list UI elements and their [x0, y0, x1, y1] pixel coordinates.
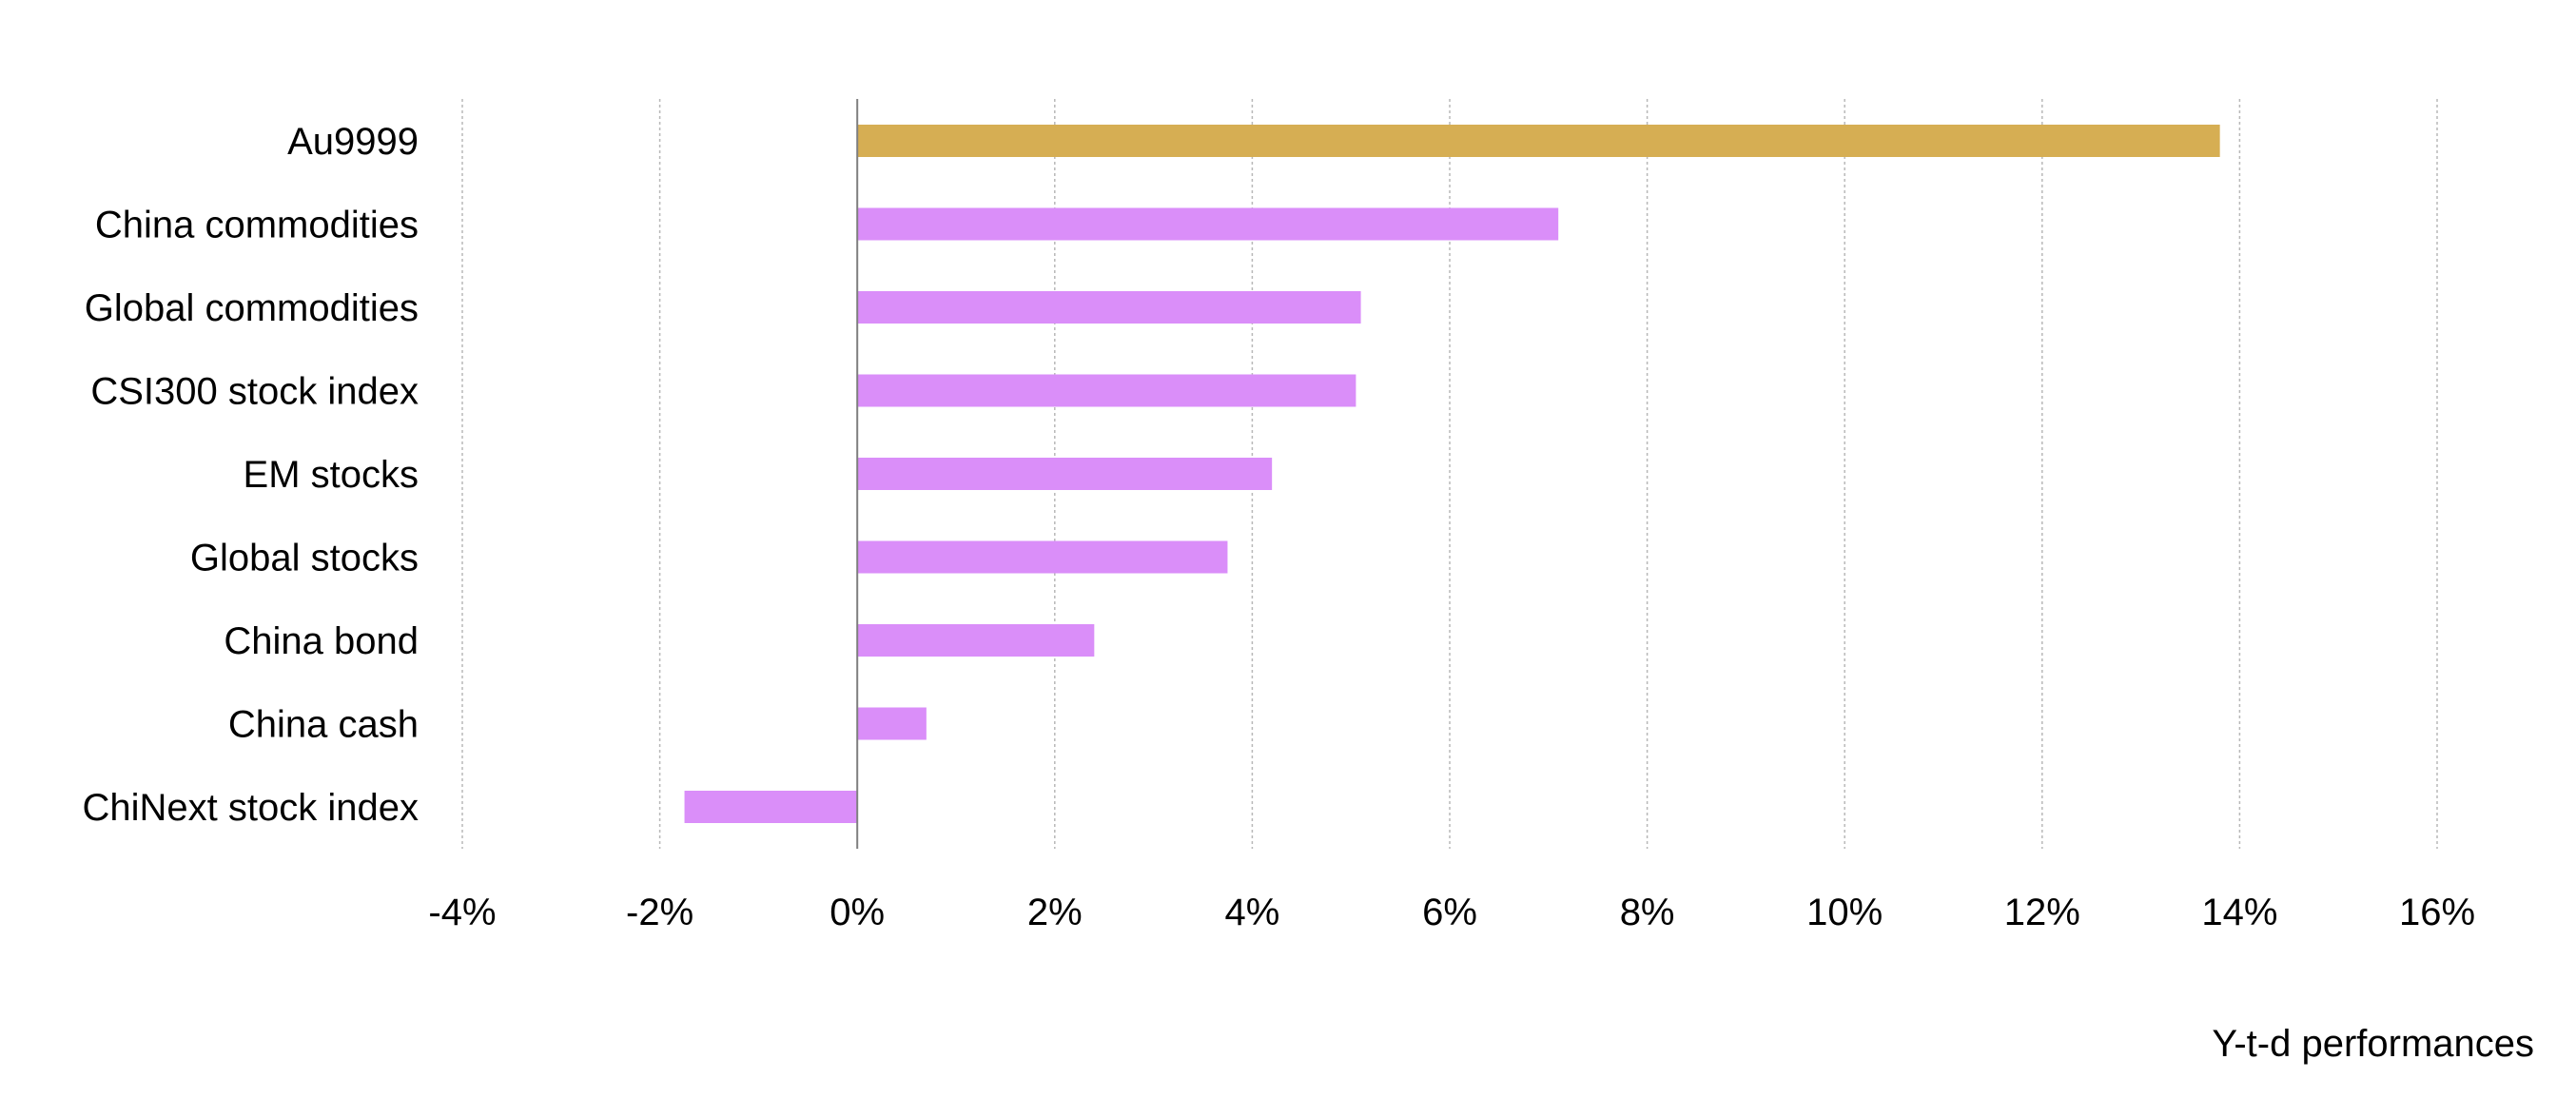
bar	[857, 540, 1228, 574]
x-tick-label: 2%	[1027, 892, 1083, 933]
category-label: Au9999	[287, 121, 419, 163]
x-tick-label: 12%	[2004, 892, 2080, 933]
bar	[857, 707, 927, 740]
bar	[857, 125, 2220, 157]
category-label: China commodities	[95, 205, 419, 246]
x-tick-label: -4%	[428, 892, 496, 933]
x-tick-label: 4%	[1224, 892, 1279, 933]
bar	[857, 291, 1361, 324]
x-tick-labels: -4% -2% 0% 2% 4% 6% 8% 10% 12% 14% 16%	[428, 892, 2475, 933]
category-label: EM stocks	[244, 454, 419, 496]
category-label: Global stocks	[190, 538, 419, 579]
bars	[684, 125, 2220, 823]
x-axis-title: Y-t-d performances	[2212, 1023, 2534, 1065]
x-tick-label: 0%	[829, 892, 885, 933]
x-tick-label: 16%	[2399, 892, 2475, 933]
bar	[857, 624, 1095, 657]
x-tick-label: 6%	[1422, 892, 1477, 933]
category-label: CSI300 stock index	[90, 371, 419, 413]
bar	[857, 374, 1356, 407]
gridlines	[461, 99, 2438, 849]
category-label: Global commodities	[85, 287, 419, 329]
category-labels: Au9999 China commodities Global commoditie…	[83, 121, 419, 829]
x-tick-label: -2%	[626, 892, 693, 933]
bar	[684, 791, 858, 823]
category-label: China bond	[224, 620, 419, 662]
x-tick-label: 14%	[2201, 892, 2277, 933]
category-label: ChiNext stock index	[83, 787, 419, 829]
x-tick-label: 10%	[1806, 892, 1883, 933]
bar	[857, 458, 1273, 490]
x-tick-label: 8%	[1620, 892, 1675, 933]
bar	[857, 207, 1559, 241]
category-label: China cash	[228, 704, 419, 746]
